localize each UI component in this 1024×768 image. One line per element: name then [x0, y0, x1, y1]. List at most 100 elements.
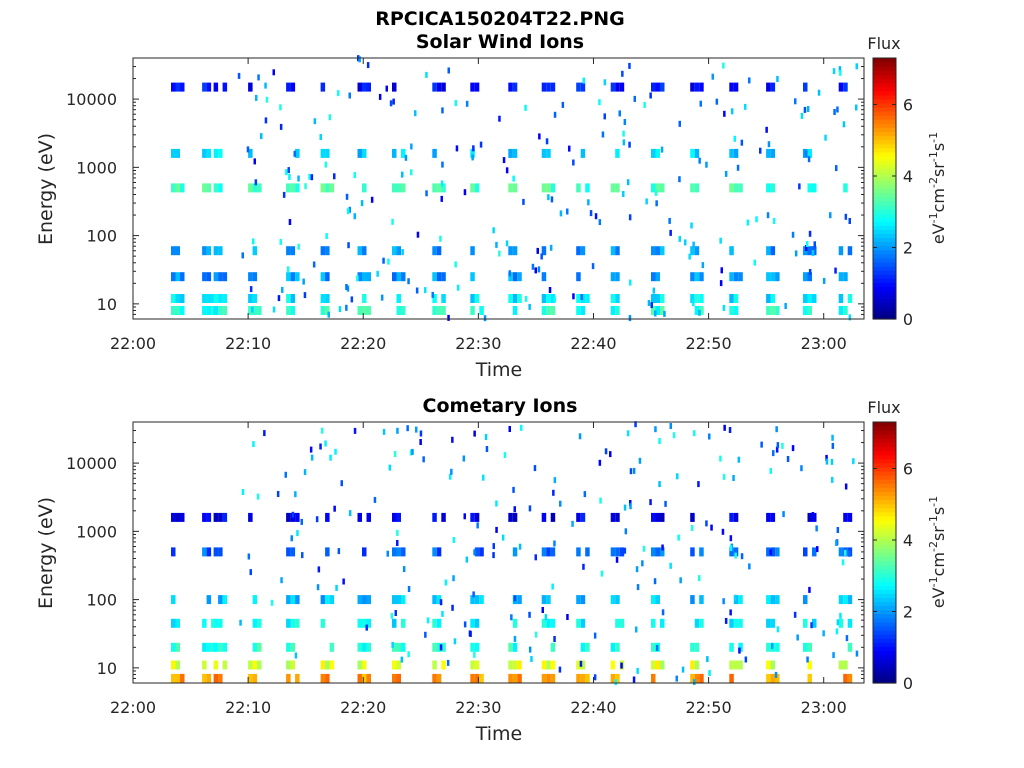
heatmap-cell: [843, 595, 848, 605]
heatmap-cell: [615, 183, 620, 193]
heatmap-cell: [770, 660, 776, 670]
heatmap-cell: [688, 253, 691, 260]
heatmap-cell: [838, 306, 844, 315]
heatmap-cell: [776, 442, 780, 449]
heatmap-cell: [610, 673, 616, 683]
heatmap-cell: [345, 304, 348, 311]
heatmap-cell: [171, 673, 176, 683]
heatmap-cell: [252, 238, 255, 245]
heatmap-cell: [719, 237, 722, 244]
heatmap-cell: [649, 92, 652, 99]
heatmap-cell: [738, 642, 743, 652]
heatmap-cell: [694, 618, 700, 628]
heatmap-cell: [767, 141, 771, 148]
colorbar-segment: [873, 200, 896, 206]
x-tick-label: 22:50: [686, 334, 732, 353]
heatmap-cell: [294, 652, 298, 659]
heatmap-cell: [473, 430, 476, 437]
heatmap-cell: [222, 306, 228, 315]
heatmap-cell: [502, 157, 506, 164]
heatmap-cell: [396, 673, 401, 683]
heatmap-cell: [290, 183, 296, 193]
heatmap-cell: [474, 660, 480, 670]
colorbar-segment: [873, 147, 896, 153]
heatmap-cell: [693, 430, 696, 437]
heatmap-cell: [206, 272, 212, 282]
heatmap-cell: [404, 154, 408, 161]
heatmap-cell: [576, 246, 581, 256]
heatmap-cell: [470, 183, 475, 193]
heatmap-cell: [855, 63, 858, 70]
x-tick-label: 22:30: [455, 334, 501, 353]
heatmap-cell: [476, 522, 479, 529]
heatmap-cell: [593, 674, 597, 681]
heatmap-cell: [512, 183, 518, 193]
heatmap-cell: [694, 660, 700, 670]
heatmap-cell: [325, 547, 330, 557]
heatmap-cell: [729, 609, 732, 616]
heatmap-cell: [401, 642, 406, 652]
heatmap-cell: [653, 578, 657, 585]
heatmap-cell: [252, 306, 258, 315]
heatmap-cell: [699, 595, 704, 605]
heatmap-cell: [382, 257, 385, 264]
heatmap-cell: [815, 525, 818, 532]
heatmap-cell: [661, 544, 664, 551]
heatmap-cell: [655, 645, 659, 651]
heatmap-cell: [350, 296, 354, 303]
heatmap-cell: [470, 148, 475, 158]
heatmap-cell: [175, 294, 180, 303]
heatmap-cell: [813, 241, 816, 248]
heatmap-cell: [447, 67, 450, 74]
heatmap-cell: [651, 547, 656, 557]
heatmap-cell: [353, 427, 357, 434]
colorbar-segment: [873, 613, 896, 619]
heatmap-cell: [766, 642, 771, 652]
heatmap-cell: [436, 642, 442, 652]
heatmap-cell: [812, 294, 817, 303]
heatmap-cell: [382, 428, 386, 435]
colorbar-segment: [873, 540, 896, 545]
heatmap-cell: [698, 575, 701, 582]
heatmap-cell: [248, 294, 253, 303]
colorbar-segment: [873, 131, 896, 137]
heatmap-cell: [202, 618, 207, 628]
y-tick-label: 1000: [76, 522, 117, 541]
colorbar-segment: [873, 674, 896, 680]
panel-cometary: Cometary Ions 22:00 22:10 22:20 22:30 22:40 2…: [35, 395, 948, 745]
heatmap-cell: [441, 610, 444, 617]
heatmap-cell: [396, 306, 401, 315]
heatmap-cell: [794, 98, 797, 105]
heatmap-cell: [180, 512, 185, 522]
heatmap-cell: [297, 243, 300, 250]
heatmap-cell: [287, 167, 290, 174]
heatmap-cell: [400, 656, 404, 663]
heatmap-cell: [760, 441, 763, 448]
heatmap-cell: [766, 272, 771, 282]
heatmap-cell: [615, 673, 620, 683]
heatmap-cell: [531, 263, 535, 270]
heatmap-cell: [171, 272, 176, 282]
heatmap-cell: [548, 287, 552, 293]
heatmap-cell: [171, 512, 176, 522]
heatmap-cell: [524, 104, 527, 111]
heatmap-cell: [629, 468, 633, 475]
heatmap-cell: [794, 250, 798, 257]
plot-frame: [132, 421, 865, 684]
heatmap-cell: [401, 148, 406, 158]
heatmap-cell: [451, 436, 454, 443]
heatmap-cell: [441, 272, 446, 282]
heatmap-cell: [171, 306, 176, 315]
heatmap-cell: [432, 660, 437, 670]
heatmap-cell: [171, 618, 176, 628]
heatmap-cell: [738, 647, 741, 654]
colorbar-segment: [873, 164, 896, 169]
heatmap-cell: [171, 642, 176, 652]
heatmap-cell: [582, 563, 585, 570]
heatmap-cell: [594, 213, 598, 220]
heatmap-cell: [365, 624, 368, 631]
heatmap-cell: [635, 566, 639, 573]
colorbar-segment: [873, 572, 896, 578]
colorbar-segment: [873, 446, 896, 452]
colorbar-segment: [873, 552, 896, 558]
